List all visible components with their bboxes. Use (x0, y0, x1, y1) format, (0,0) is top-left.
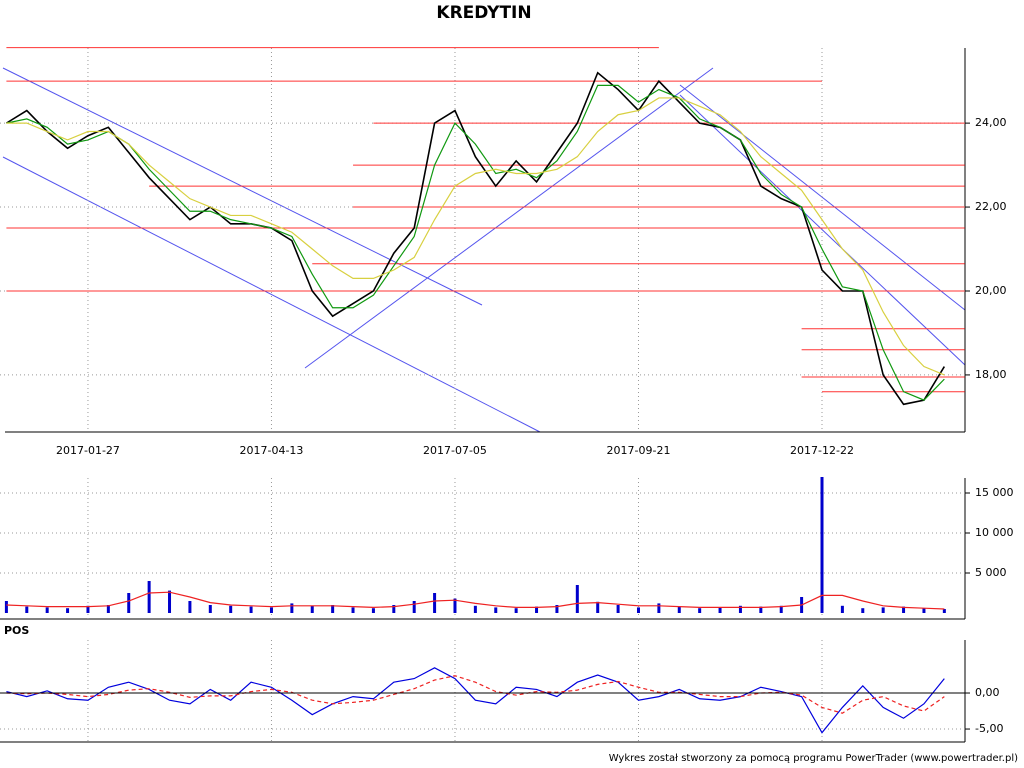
y-tick-label: 20,00 (975, 284, 1007, 297)
bar (331, 605, 335, 613)
trend-line (304, 67, 714, 369)
bar (902, 606, 906, 613)
bar (636, 607, 640, 613)
bar (698, 608, 702, 613)
bar (453, 598, 457, 613)
bar (759, 606, 763, 613)
bar (473, 605, 477, 613)
bar (392, 605, 396, 613)
footer: Wykres został stworzony za pomocą progra… (609, 753, 1018, 764)
y-tick-label: 24,00 (975, 116, 1007, 129)
bar (514, 608, 518, 613)
bar (290, 603, 294, 613)
bar (942, 609, 946, 613)
bar (840, 605, 844, 613)
bar (433, 593, 437, 613)
series-line (6, 591, 945, 610)
y-tick-label: 22,00 (975, 200, 1007, 213)
bar (616, 605, 620, 613)
series-line (6, 97, 945, 376)
bar (66, 608, 70, 613)
trend-line (2, 156, 541, 433)
bar (168, 590, 172, 613)
x-tick-label: 2017-01-27 (56, 444, 120, 457)
y-tick-label: 5 000 (975, 566, 1007, 579)
x-tick-label: 2017-09-21 (607, 444, 671, 457)
bar (229, 605, 233, 613)
bar (861, 608, 865, 613)
x-tick-label: 2017-04-13 (240, 444, 304, 457)
series-line (6, 84, 945, 401)
bar (535, 606, 539, 613)
bar (494, 607, 498, 613)
chart-title: KREDYTIN (436, 3, 531, 23)
bar (820, 477, 824, 613)
x-tick-label: 2017-07-05 (423, 444, 487, 457)
bar (4, 601, 8, 613)
bar (596, 601, 600, 613)
bar (310, 605, 314, 613)
bar (677, 606, 681, 613)
bar (147, 581, 151, 613)
bar (188, 601, 192, 613)
bar (575, 585, 579, 613)
bar (779, 605, 783, 613)
bar (922, 608, 926, 613)
panel-title: POS (4, 624, 29, 637)
bar (25, 606, 29, 613)
y-tick-label: -5,00 (975, 722, 1003, 735)
bar (657, 603, 661, 613)
bar (881, 607, 885, 613)
series-line (5, 71, 946, 406)
y-tick-label: 18,00 (975, 368, 1007, 381)
y-tick-label: 15 000 (975, 486, 1014, 499)
trend-line (679, 94, 966, 366)
bar (45, 607, 49, 613)
bar (718, 607, 722, 613)
series-line (6, 667, 945, 734)
bar (351, 607, 355, 613)
x-tick-label: 2017-12-22 (790, 444, 854, 457)
bar (127, 593, 131, 613)
trend-line (679, 84, 966, 311)
bar (106, 605, 110, 613)
bar (412, 601, 416, 613)
bar (738, 605, 742, 613)
series-line (6, 675, 945, 714)
y-tick-label: 0,00 (975, 686, 1000, 699)
bar (208, 605, 212, 613)
bar (86, 605, 90, 613)
bar (269, 607, 273, 613)
bar (555, 605, 559, 613)
bar (249, 606, 253, 613)
y-tick-label: 10 000 (975, 526, 1014, 539)
bar (371, 608, 375, 613)
